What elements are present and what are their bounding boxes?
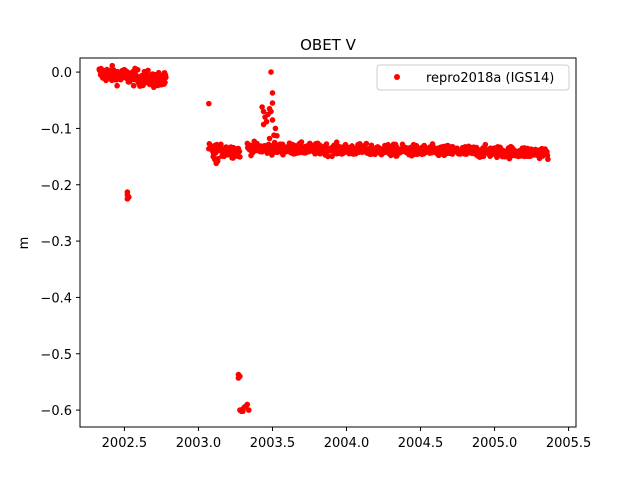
data-point	[260, 108, 267, 115]
data-point	[236, 148, 243, 155]
y-tick-label: −0.6	[40, 404, 72, 419]
y-tick-label: −0.4	[40, 291, 72, 306]
data-point	[240, 408, 246, 415]
data-point	[145, 67, 151, 74]
data-point	[272, 125, 279, 132]
x-tick-label: 2003.0	[176, 436, 222, 451]
data-point	[482, 141, 489, 148]
y-axis-label: m	[17, 237, 32, 250]
y-tick-label: −0.2	[40, 179, 72, 194]
data-point	[269, 90, 276, 96]
x-tick-label: 2004.5	[398, 436, 444, 451]
data-point	[363, 140, 370, 147]
legend-label: repro2018a (IGS14)	[426, 71, 554, 86]
data-point	[130, 82, 137, 89]
y-tick-label: −0.3	[40, 235, 72, 250]
data-point	[114, 82, 120, 89]
data-point	[245, 407, 252, 413]
data-point	[206, 100, 212, 107]
y-tick-label: 0.0	[51, 66, 72, 81]
data-points	[96, 62, 551, 415]
data-point	[266, 135, 273, 142]
data-point	[263, 118, 270, 125]
x-axis: 2002.5 2003.0 2003.5 2004.0 2004.5 2005.0 2005…	[102, 427, 592, 451]
data-point	[214, 158, 221, 164]
data-point	[163, 74, 169, 81]
data-point	[259, 104, 265, 110]
legend-marker	[394, 74, 400, 80]
data-point	[323, 141, 330, 147]
data-point	[237, 154, 243, 160]
y-tick-label: −0.1	[40, 122, 72, 137]
data-point	[325, 153, 331, 160]
data-point	[269, 100, 276, 106]
data-point	[268, 69, 274, 75]
data-point	[103, 76, 110, 83]
y-axis: 0.0 −0.1 −0.2 −0.3 −0.4 −0.5 −0.6	[40, 66, 80, 419]
data-point	[134, 66, 141, 73]
x-tick-label: 2003.5	[250, 436, 296, 451]
x-tick-label: 2002.5	[102, 436, 148, 451]
legend: repro2018a (IGS14)	[376, 64, 570, 91]
y-tick-label: −0.5	[40, 348, 72, 363]
legend-box	[376, 64, 570, 91]
data-point	[162, 79, 168, 86]
plot-frame	[79, 57, 577, 428]
data-point	[244, 401, 251, 408]
x-tick-label: 2005.0	[472, 436, 518, 451]
x-tick-label: 2004.0	[324, 436, 370, 451]
data-point	[268, 108, 274, 115]
data-point	[545, 156, 551, 163]
data-point	[298, 139, 305, 145]
data-point	[124, 196, 131, 202]
chart-title: OBET V	[300, 36, 357, 54]
x-tick-label: 2005.5	[546, 436, 592, 451]
data-point	[235, 375, 242, 381]
data-point	[269, 117, 276, 123]
data-point	[274, 132, 280, 139]
